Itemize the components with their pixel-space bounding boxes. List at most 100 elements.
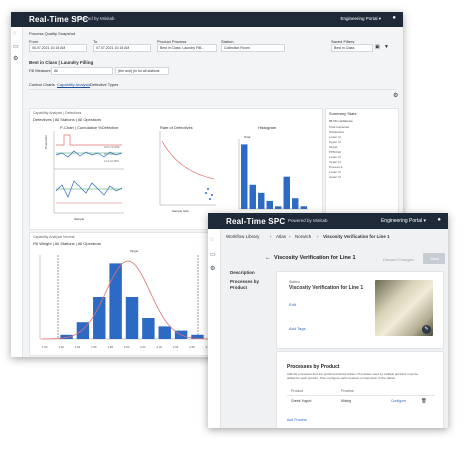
summary-row: Lower CI [329,170,342,174]
powered-by-2: Powered by Minitab [288,218,328,223]
capability-histogram-svg [39,255,224,340]
add-process-link[interactable]: Add Process [287,418,307,422]
summary-row: Upper CI [329,160,342,164]
powered-by: Powered by Minitab [75,16,115,21]
breadcrumb-norwich[interactable]: Norwich [295,234,312,239]
app-brand: Real-Time SPC [29,15,89,24]
histogram-bar [109,263,122,339]
edit-link[interactable]: Edit [289,302,296,307]
configure-link[interactable]: Configure [391,399,407,403]
add-tags-link[interactable]: Add Tags [289,326,306,331]
filter-icon[interactable]: ▼ [384,44,389,50]
summary-row: Target [329,145,338,149]
histogram-bar [60,334,73,339]
monitor-icon[interactable]: ▭ [13,44,19,50]
station-scope-select[interactable]: (the and) (in for all stations [115,67,169,75]
left-rail: ◌ ▭ ⚙ [11,27,23,357]
tab-defective-types[interactable]: Defective Types [90,82,119,87]
snapshot-title: Process Quality Snapshot [29,31,76,36]
tab-capability-analysis[interactable]: Capability Analysis [57,82,91,88]
processes-description: Add the processes that are performed at … [287,372,418,380]
main-title: Best in Class | Laundry Filling [29,60,94,65]
user-icon-2[interactable]: ● [437,217,441,223]
histogram-bar [125,297,139,339]
table-row: Greek Yogurt Mixing Configure 🗑 [287,397,435,405]
summary-row: Process Z [329,165,343,169]
p-chart-pbar: P=0.04 [104,152,114,156]
x-tick-label: 2.06 [172,345,179,349]
card2-target-label: Target [130,249,139,253]
gear-icon-2[interactable]: ⚙ [210,266,216,272]
summary-row: PPM Def [329,150,342,154]
page-title: Viscosity Verification for Line 1 [274,255,356,261]
left-rail-2: ◌ ▭ ⚙ [208,229,221,428]
card2-title: Capability Analysis Normal [33,235,75,239]
p-chart-svg [53,131,124,214]
top-bar: Real-Time SPC Powered by Minitab Enginee… [11,12,403,27]
rate-chart-title: Rate of Defectives [160,125,193,130]
station-label: Station [289,280,300,284]
side-nav-description[interactable]: Description [230,270,255,275]
summary-panel: Summary Stats 95.0% confidence Total Ins… [325,108,399,230]
binoculars-icon[interactable]: ◌ [13,31,17,37]
gear-icon[interactable]: ⚙ [13,56,19,62]
saved-filters-select[interactable]: Best in Class [331,44,373,52]
p-chart-ucl: UCL=0.099 [104,145,120,149]
p-chart-y1: Proportion [44,135,48,149]
x-tick-label: 2.00 [123,345,130,349]
discard-changes-button[interactable]: Discard Changes [383,257,414,262]
workflow-window: Real-Time SPC Powered by Minitab Enginee… [208,213,448,428]
description-card: Station Viscosity Verification for Line … [276,271,444,349]
save-filter-icon[interactable]: ▣ [375,44,380,50]
histogram-bar [241,144,248,209]
histogram-bar [275,206,282,209]
row-process: Mixing [341,399,352,403]
user-icon[interactable]: ● [392,15,396,21]
histogram-bar [292,198,299,209]
row-product: Greek Yogurt [291,399,312,403]
save-button[interactable]: Save [423,253,445,264]
processes-title: Processes by Product [287,364,340,370]
spc-window: Real-Time SPC Powered by Minitab Enginee… [11,12,403,357]
x-tick-label: 1.96 [91,345,97,349]
measure-select[interactable]: All [51,67,113,75]
x-tick-label: 1.92 [58,345,64,349]
product-process-select[interactable]: Best in Class: Laundry Filli... [157,44,217,52]
x-tick-label: 2.04 [156,345,162,349]
normal-curve [41,260,222,340]
histogram-total: Total [244,135,251,139]
breadcrumb-workflow-library[interactable]: Workflow Library [226,234,260,239]
rate-chart-xlabel: Sample Size [172,209,189,213]
back-arrow-icon[interactable]: ← [265,255,271,261]
station-select[interactable]: Collection Room [221,44,285,52]
tab-control-charts[interactable]: Control Charts [29,82,55,87]
monitor-icon-2[interactable]: ▭ [210,252,216,258]
summary-row: Total Inspected [329,125,350,129]
histogram-bar [191,334,204,339]
histogram-bar [300,206,307,209]
histogram-bar [258,192,265,209]
card1-title: Capability Analysis | Defectives [33,111,82,115]
p-chart-title: P-Chart | Cumulative %Defective [60,125,119,130]
card1-subtitle: Defectives | All Stations | All Operator… [33,117,102,122]
portal-menu[interactable]: Engineering Portal ▾ [340,16,381,21]
from-field[interactable]: 06.07.2021 10:15 AM [29,44,87,52]
capability-x-ticks: 1.90 1.92 1.94 1.96 1.98 2.00 2.02 2.04 2.06 2.08… [40,345,228,351]
delete-icon[interactable]: 🗑 [421,398,427,403]
portal-menu-2[interactable]: Engineering Portal ▾ [380,218,426,224]
p-chart: P-Chart | Cumulative %Defective Proporti… [44,125,140,223]
breadcrumb-atlas[interactable]: Atlas [276,234,287,239]
p-chart-lcl: LCL=0.000 [104,159,119,163]
histogram-title: Histogram [258,125,277,130]
binoculars-icon-2[interactable]: ◌ [210,237,214,243]
summary-subtitle: 95.0% confidence [329,119,353,123]
edit-photo-icon[interactable]: ✎ [422,325,431,334]
measure-label: Fill Measure [29,68,51,73]
histogram-bar [266,200,273,209]
breadcrumb-current: Viscosity Verification for Line 1 [323,234,390,239]
station-name: Viscosity Verification for Line 1 [289,285,364,291]
side-nav-processes[interactable]: Processes by Product [230,279,260,290]
summary-row: Lower CI [329,135,342,139]
to-field[interactable]: 07.07.2021 10:15 AM [93,44,151,52]
settings-icon[interactable]: ⚙ [393,93,399,99]
